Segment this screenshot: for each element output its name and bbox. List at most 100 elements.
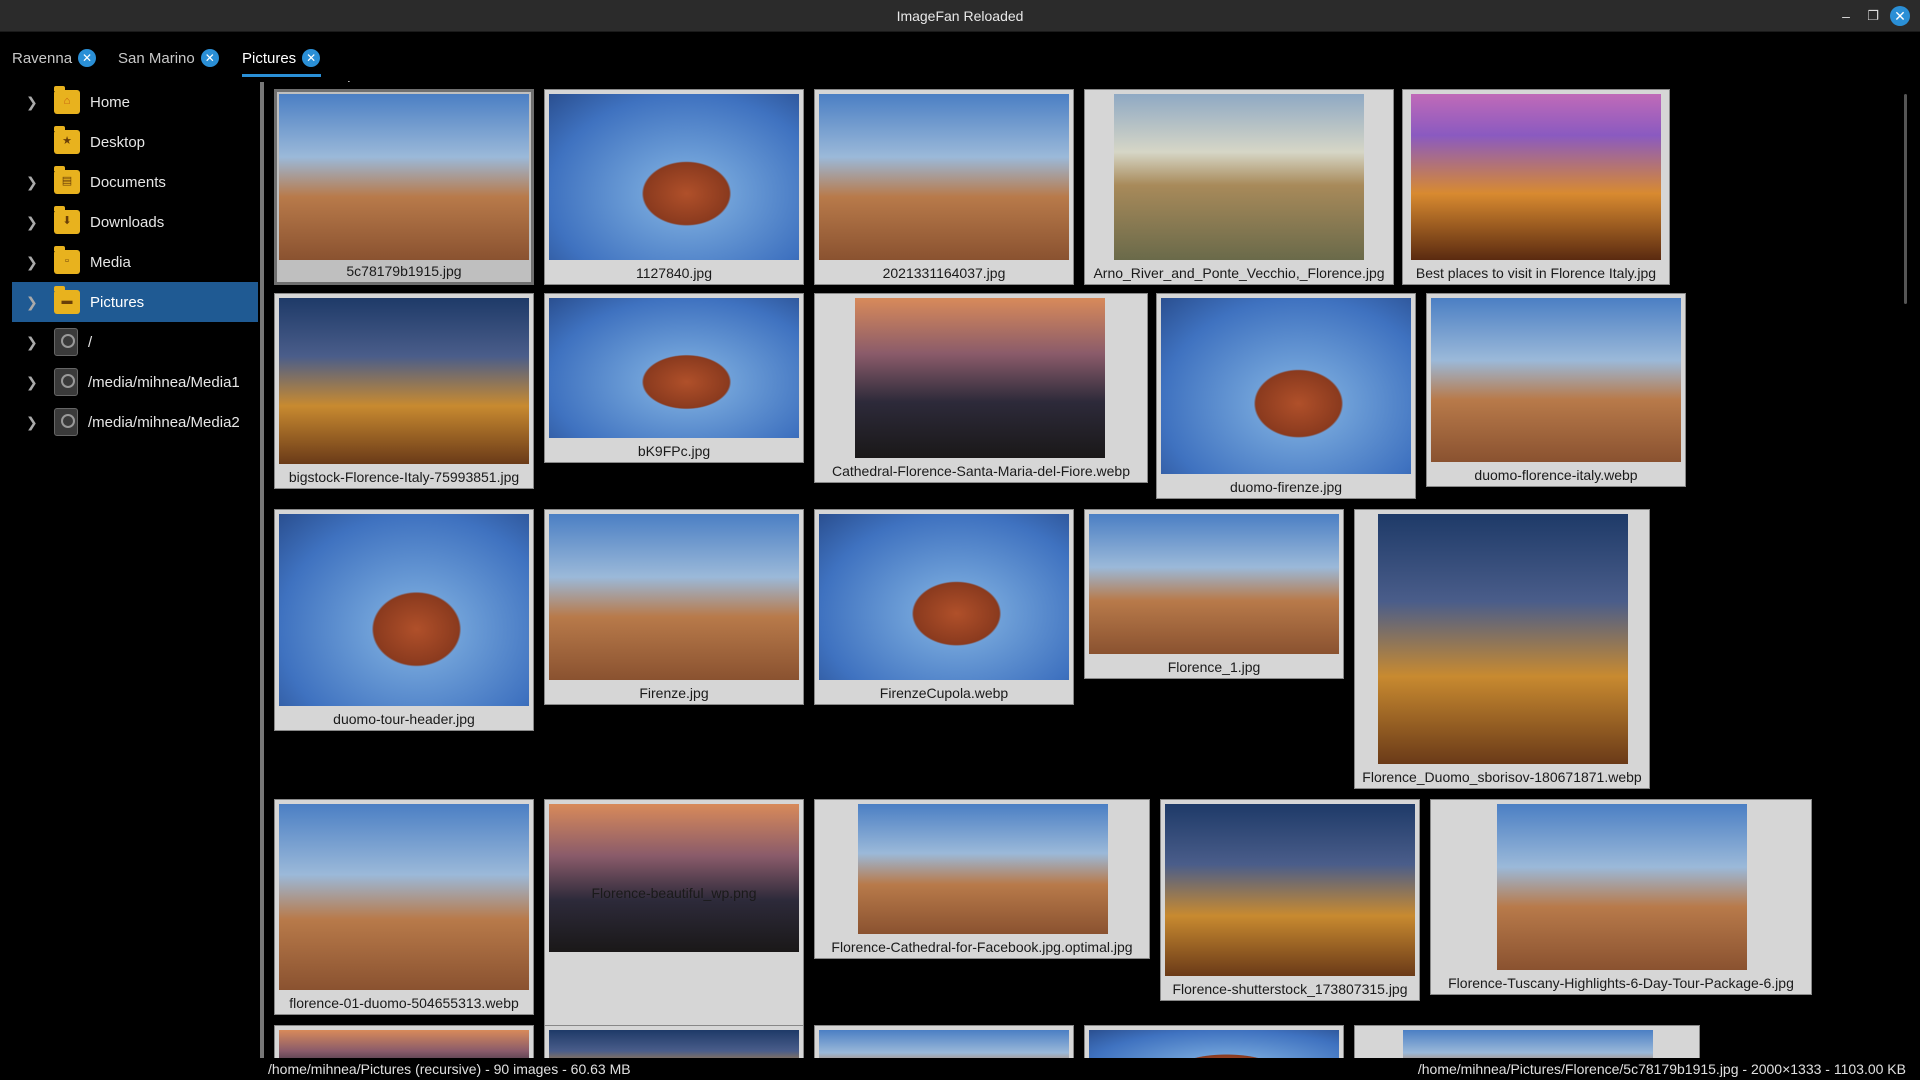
thumbnail-image bbox=[549, 804, 799, 952]
sidebar-item-label: Downloads bbox=[90, 213, 165, 231]
thumbnail[interactable]: Arno_River_and_Ponte_Vecchio,_Florence.j… bbox=[1084, 89, 1394, 285]
thumbnail-caption: Florence-Cathedral-for-Facebook.jpg.opti… bbox=[831, 939, 1133, 955]
drive-icon bbox=[54, 328, 78, 356]
thumbnail-caption: duomo-florence-italy.webp bbox=[1474, 467, 1638, 483]
thumbnail-image bbox=[1165, 804, 1415, 976]
sidebar-item-downloads[interactable]: ❯ ⬇ Downloads bbox=[12, 202, 258, 242]
panel-splitter[interactable] bbox=[260, 82, 264, 1058]
documents-folder-icon: ▤ bbox=[54, 166, 80, 194]
thumbnail-image bbox=[549, 94, 799, 260]
scrollbar-thumb[interactable] bbox=[1904, 94, 1907, 304]
thumbnail-caption: duomo-tour-header.jpg bbox=[333, 711, 475, 727]
chevron-right-icon[interactable]: ❯ bbox=[26, 173, 38, 190]
thumbnail-image bbox=[855, 298, 1105, 458]
thumbnail[interactable] bbox=[544, 1025, 804, 1058]
thumbnail[interactable]: Florence-Tuscany-Highlights-6-Day-Tour-P… bbox=[1430, 799, 1812, 995]
tab-close-icon[interactable]: ✕ bbox=[302, 49, 321, 67]
thumbnail-image bbox=[1497, 804, 1747, 970]
sidebar-item-pictures[interactable]: ❯ ▬ Pictures bbox=[12, 282, 258, 322]
sidebar-item-media[interactable]: ❯ ▫ Media bbox=[12, 242, 258, 282]
thumbnail-image bbox=[279, 804, 529, 990]
close-window-button[interactable]: ✕ bbox=[1890, 6, 1910, 26]
chevron-right-icon[interactable]: ❯ bbox=[26, 253, 38, 270]
sidebar-item-label: Home bbox=[90, 93, 131, 111]
thumbnail-caption: bigstock-Florence-Italy-75993851.jpg bbox=[288, 469, 520, 485]
thumbnail-image bbox=[1378, 514, 1628, 764]
thumbnail[interactable]: duomo-tour-header.jpg bbox=[274, 509, 534, 731]
folder-tree: ❯ ⌂ Home ★ Desktop ❯ ▤ Documents ❯ ⬇ Dow… bbox=[0, 82, 260, 1062]
thumbnail[interactable]: Florence_Duomo_sborisov-180671871.webp bbox=[1354, 509, 1650, 789]
thumbnail[interactable]: duomo-florence-italy.webp bbox=[1426, 293, 1686, 487]
thumbnail-caption: 5c78179b1915.jpg bbox=[346, 263, 462, 279]
folder-status-text: /home/mihnea/Pictures (recursive) - 90 i… bbox=[268, 1061, 631, 1077]
chevron-right-icon[interactable]: ❯ bbox=[26, 213, 38, 230]
sidebar-item-home[interactable]: ❯ ⌂ Home bbox=[12, 82, 258, 122]
thumbnail-image bbox=[1411, 94, 1661, 260]
thumbnail-image bbox=[279, 514, 529, 706]
chevron-right-icon[interactable]: ❯ bbox=[26, 373, 38, 390]
thumbnail-image bbox=[1089, 514, 1339, 654]
thumbnail[interactable]: duomo-firenze.jpg bbox=[1156, 293, 1416, 499]
sidebar-item-desktop[interactable]: ★ Desktop bbox=[12, 122, 258, 162]
chevron-right-icon[interactable]: ❯ bbox=[26, 93, 38, 110]
tab-pictures[interactable]: Pictures ✕ bbox=[242, 44, 321, 72]
thumbnail-grid: 5c78179b1915.jpg 1127840.jpg 20213311640… bbox=[264, 82, 1906, 1058]
thumbnail[interactable]: FirenzeCupola.webp bbox=[814, 509, 1074, 705]
thumbnail-image bbox=[279, 298, 529, 464]
thumbnail[interactable]: Firenze.jpg bbox=[544, 509, 804, 705]
chevron-right-icon[interactable]: ❯ bbox=[26, 333, 38, 350]
thumbnail-image bbox=[549, 514, 799, 680]
selected-image-status-text: /home/mihnea/Pictures/Florence/5c78179b1… bbox=[1417, 1061, 1906, 1077]
chevron-right-icon[interactable]: ❯ bbox=[26, 413, 38, 430]
maximize-button[interactable]: ❐ bbox=[1867, 8, 1879, 23]
thumbnail-image bbox=[1403, 1030, 1653, 1058]
tab-close-icon[interactable]: ✕ bbox=[200, 49, 219, 67]
thumbnail-caption: Best places to visit in Florence Italy.j… bbox=[1415, 265, 1657, 281]
thumbnail-image bbox=[819, 94, 1069, 260]
thumbnail[interactable]: Florence-beautiful_wp.png bbox=[544, 799, 804, 1055]
thumbnail-caption: Florence-shutterstock_173807315.jpg bbox=[1172, 981, 1408, 997]
sidebar-item-label: Desktop bbox=[90, 133, 146, 151]
thumbnail-image bbox=[1431, 298, 1681, 462]
thumbnail-image bbox=[858, 804, 1108, 934]
thumbnail[interactable]: 2021331164037.jpg bbox=[814, 89, 1074, 285]
drive-icon bbox=[54, 368, 78, 396]
thumbnail[interactable]: Best places to visit in Florence Italy.j… bbox=[1402, 89, 1670, 285]
thumbnail[interactable]: Florence-shutterstock_173807315.jpg bbox=[1160, 799, 1420, 1001]
thumbnail[interactable]: bigstock-Florence-Italy-75993851.jpg bbox=[274, 293, 534, 489]
sidebar-item-media2[interactable]: ❯ /media/mihnea/Media2 bbox=[12, 402, 258, 442]
thumbnail[interactable]: florence-01-duomo-504655313.webp bbox=[274, 799, 534, 1015]
thumbnail[interactable] bbox=[814, 1025, 1074, 1058]
tab-ravenna[interactable]: Ravenna ✕ bbox=[12, 44, 97, 72]
thumbnail[interactable]: 1127840.jpg bbox=[544, 89, 804, 285]
thumbnail[interactable] bbox=[274, 1025, 534, 1058]
sidebar-item-root[interactable]: ❯ / bbox=[12, 322, 258, 362]
desktop-folder-icon: ★ bbox=[54, 126, 80, 154]
thumbnail[interactable]: 5c78179b1915.jpg bbox=[274, 89, 534, 285]
vertical-scrollbar[interactable] bbox=[1900, 82, 1910, 1056]
tab-close-icon[interactable]: ✕ bbox=[78, 49, 97, 67]
minimize-button[interactable]: – bbox=[1842, 8, 1850, 24]
drive-icon bbox=[54, 408, 78, 436]
thumbnail[interactable] bbox=[1354, 1025, 1700, 1058]
sidebar-item-media1[interactable]: ❯ /media/mihnea/Media1 bbox=[12, 362, 258, 402]
chevron-right-icon[interactable]: ❯ bbox=[26, 293, 38, 310]
tab-san-marino[interactable]: San Marino ✕ bbox=[118, 44, 219, 72]
thumbnail-image bbox=[279, 1030, 529, 1058]
thumbnail-image bbox=[549, 1030, 799, 1058]
thumbnail-caption: bK9FPc.jpg bbox=[637, 443, 711, 459]
thumbnail-caption: duomo-firenze.jpg bbox=[1229, 479, 1343, 495]
thumbnail-caption: florence-01-duomo-504655313.webp bbox=[289, 995, 519, 1011]
sidebar-item-documents[interactable]: ❯ ▤ Documents bbox=[12, 162, 258, 202]
media-folder-icon: ▫ bbox=[54, 246, 80, 274]
title-bar: ImageFan Reloaded – ❐ ✕ bbox=[0, 0, 1920, 32]
tab-bar: Ravenna ✕ San Marino ✕ Pictures ✕ + bbox=[0, 32, 1920, 98]
thumbnail[interactable]: Florence_1.jpg bbox=[1084, 509, 1344, 679]
active-tab-indicator bbox=[242, 74, 321, 77]
thumbnail[interactable]: Florence-Cathedral-for-Facebook.jpg.opti… bbox=[814, 799, 1150, 959]
thumbnail[interactable] bbox=[1084, 1025, 1344, 1058]
thumbnail-caption: Florence_1.jpg bbox=[1167, 659, 1261, 675]
pictures-folder-icon: ▬ bbox=[54, 286, 80, 314]
thumbnail[interactable]: Cathedral-Florence-Santa-Maria-del-Fiore… bbox=[814, 293, 1148, 483]
thumbnail[interactable]: bK9FPc.jpg bbox=[544, 293, 804, 463]
